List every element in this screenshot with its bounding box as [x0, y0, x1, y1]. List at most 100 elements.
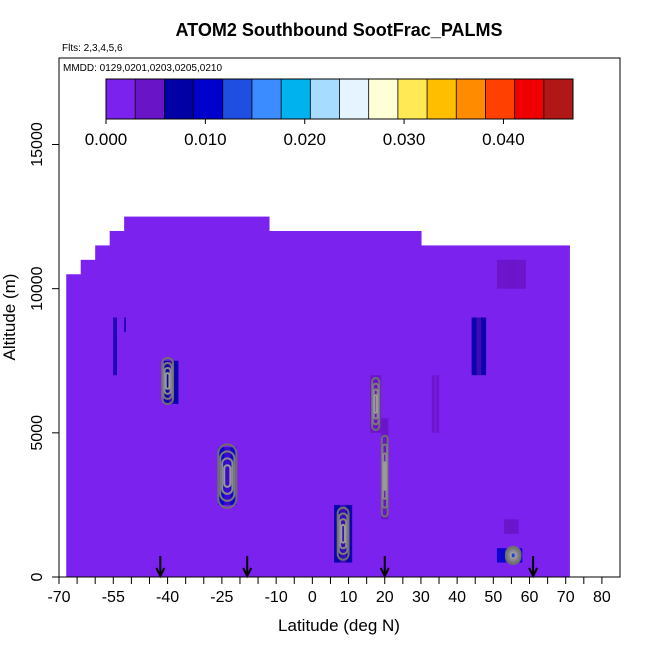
colorbar: 0.000 0.010 0.020 0.030 0.040	[85, 78, 574, 149]
x-tick-label: 80	[593, 589, 611, 606]
x-tick-label: 40	[448, 589, 466, 606]
enhanced-cell-8	[471, 317, 487, 376]
contour-layer	[161, 356, 522, 566]
flight-marker-head	[155, 567, 166, 579]
contour-ring	[161, 356, 175, 406]
enhanced-cell-9	[496, 259, 526, 289]
y-tick-label: 0	[29, 572, 46, 581]
y-tick-label: 5000	[29, 415, 46, 451]
colorbar-swatch-1	[135, 79, 165, 119]
contour-ring	[221, 457, 234, 495]
colorbar-swatch-2	[164, 79, 194, 119]
contour-ring	[162, 361, 173, 400]
enhanced-cell-core	[506, 259, 517, 289]
flight-marker-head	[528, 567, 539, 579]
colorbar-swatch-12	[456, 79, 486, 119]
x-tick-label: 0	[308, 589, 317, 606]
contour-ring	[163, 367, 172, 395]
dates-note: MMDD: 0129,0201,0203,0205,0210	[63, 63, 222, 74]
contour-2	[336, 506, 350, 561]
flight-marker-1	[242, 556, 253, 579]
enhanced-cell-core	[434, 375, 437, 433]
contour-1	[217, 443, 238, 509]
colorbar-swatch-14	[514, 79, 545, 119]
enhanced-cell-core	[340, 504, 347, 563]
data-column-1	[80, 259, 96, 577]
colorbar-swatch-15	[543, 79, 574, 119]
flight-marker-head	[242, 567, 253, 579]
colorbar-swatch-7	[310, 79, 340, 119]
enhanced-cell-core	[124, 317, 126, 332]
contour-ring	[219, 450, 236, 502]
enhanced-cell-core	[373, 375, 378, 433]
enhanced-cell-5	[370, 375, 382, 433]
colorbar-tick-label: 0.020	[283, 130, 326, 149]
y-tick-label: 15000	[29, 122, 46, 167]
y-tick-label: 10000	[29, 266, 46, 311]
contour-ring	[337, 512, 349, 555]
x-tick-label: -70	[47, 589, 70, 606]
flights-note: Flts: 2,3,4,5,6	[62, 43, 123, 54]
plot-frame	[58, 57, 621, 578]
contour-ring	[382, 461, 387, 491]
contour-ring	[336, 506, 350, 561]
colorbar-swatch-0	[106, 79, 136, 119]
colorbar-swatch-6	[281, 79, 311, 119]
enhanced-cell-12	[507, 551, 519, 560]
colorbar-swatch-10	[397, 79, 428, 119]
data-column-6	[420, 245, 570, 577]
enhanced-cell-core	[114, 317, 116, 376]
x-tick-label: 20	[376, 589, 394, 606]
enhanced-cell-core	[476, 317, 482, 376]
x-tick-label: 30	[412, 589, 430, 606]
contour-ring	[508, 549, 519, 562]
data-column-2	[95, 245, 111, 577]
contour-ring	[509, 551, 517, 560]
contour-ring	[217, 443, 238, 509]
enhanced-cell-0	[113, 317, 117, 376]
flight-marker-head	[379, 567, 390, 579]
colorbar-tick-label: 0.030	[383, 130, 426, 149]
data-column-4	[124, 216, 270, 578]
colorbar-swatch-8	[339, 79, 369, 119]
colorbar-frame	[105, 78, 574, 120]
enhanced-cell-core	[511, 551, 516, 560]
data-column-0	[66, 274, 82, 577]
y-axis-title: Altitude (m)	[0, 274, 19, 361]
axes: -70 -55 -40 -25 -10 0 10 20 30 40 50 60 70 80 0 5000 100…	[29, 122, 611, 606]
x-tick-label: -25	[210, 589, 233, 606]
contour-4	[380, 434, 389, 518]
contour-ring	[223, 464, 232, 488]
colorbar-swatch-3	[193, 79, 224, 119]
x-tick-label: -40	[156, 589, 179, 606]
colorbar-tick-label: 0.040	[482, 130, 525, 149]
contour-ring	[504, 545, 522, 566]
contour-ring	[164, 372, 171, 390]
x-tick-label: 60	[521, 589, 539, 606]
enhanced-cell-1	[124, 317, 126, 332]
colorbar-swatch-5	[251, 79, 282, 119]
x-tick-label: -55	[102, 589, 125, 606]
x-tick-label: 70	[557, 589, 575, 606]
contour-0	[161, 356, 175, 406]
flight-marker-0	[155, 556, 166, 579]
colorbar-tick-label: 0.000	[85, 130, 128, 149]
enhanced-cell-7	[431, 375, 440, 433]
enhanced-cell-core	[224, 447, 231, 505]
flight-marker-layer	[155, 556, 539, 579]
chart-title: ATOM2 Southbound SootFrac_PALMS	[176, 20, 503, 40]
x-axis-title: Latitude (deg N)	[278, 616, 400, 635]
contour-3	[371, 377, 381, 431]
colorbar-swatch-4	[222, 79, 253, 119]
enhanced-cell-core	[509, 519, 514, 534]
colorbar-tick-label: 0.010	[184, 130, 227, 149]
enhanced-cell-10	[504, 519, 519, 534]
colorbar-swatch-13	[485, 79, 515, 119]
colorbar-swatch-9	[368, 79, 399, 119]
x-tick-label: 50	[484, 589, 502, 606]
x-tick-label: -10	[265, 589, 288, 606]
data-column-3	[109, 231, 125, 577]
data-layer	[66, 216, 570, 578]
contour-ring	[340, 523, 346, 544]
